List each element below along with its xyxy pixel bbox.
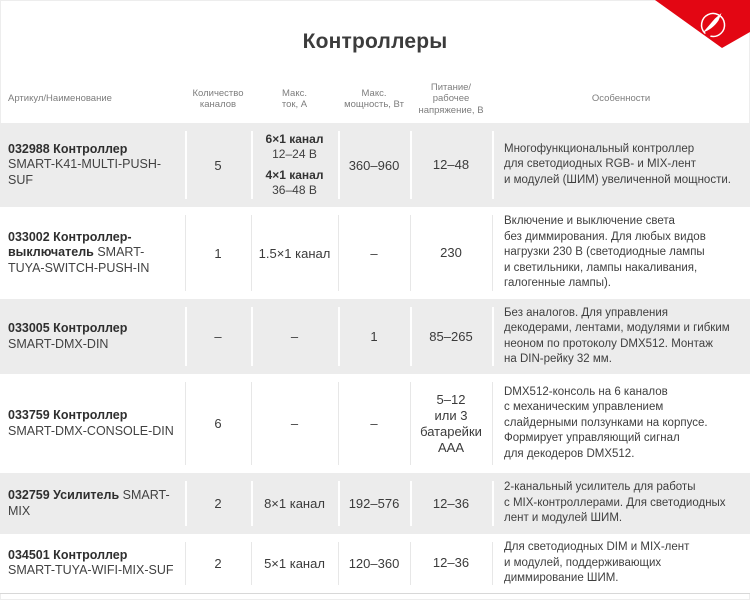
red-triangle [655, 0, 750, 48]
article-number-and-type: 033002 Контроллер-выключатель [8, 229, 132, 260]
article-cell: 032759 Усилитель SMART-MIX [0, 473, 185, 534]
article-number-and-type: 033005 Контроллер [8, 321, 128, 335]
page-title: Контроллеры [302, 30, 448, 53]
article-number-and-type: 034501 Контроллер [8, 547, 128, 562]
article-number-and-type: 033759 Контроллер [8, 408, 128, 422]
features-cell: DMX512-консоль на 6 каналов с механическ… [492, 374, 750, 473]
table-row: 033002 Контроллер-выключатель SMART-TUYA… [0, 207, 750, 299]
power-cell: – [338, 207, 410, 299]
voltage-cell: 85–265 [410, 299, 492, 374]
features-cell: Для светодиодных DIM и MIX-лент и модуле… [492, 534, 750, 593]
column-header-channels: Количество каналов [192, 87, 244, 111]
column-header-power: Макс. мощность, Вт [344, 87, 404, 111]
column-header-features: Особенности [591, 93, 651, 105]
article-number-and-type: 032988 Контроллер [8, 141, 128, 156]
voltage-cell: 230 [410, 207, 492, 299]
current-cell: 8×1 канал [251, 473, 338, 534]
power-cell: 192–576 [338, 473, 410, 534]
current-cell: 6×1 канал 12–24 В 4×1 канал 36–48 В [251, 123, 338, 207]
power-cell: 1 [338, 299, 410, 374]
channels-cell: 2 [185, 473, 251, 534]
table-row: 034501 Контроллер SMART-TUYA-WIFI-MIX-SU… [0, 534, 750, 594]
table-row: 032759 Усилитель SMART-MIX 2 8×1 канал 1… [0, 473, 750, 534]
power-cell: 120–360 [338, 534, 410, 593]
channels-cell: 6 [185, 374, 251, 473]
article-cell: 033002 Контроллер-выключатель SMART-TUYA… [0, 207, 185, 299]
current-cell: – [251, 374, 338, 473]
model-name: SMART-MIX [8, 488, 170, 518]
features-cell: Многофункциональный контроллер для свето… [492, 123, 750, 207]
controllers-table: Артикул/Наименование Количество каналов … [0, 75, 750, 594]
voltage-cell: 5–12 или 3 батарейки AAA [410, 374, 492, 473]
current-cell: – [251, 299, 338, 374]
power-cell: – [338, 374, 410, 473]
power-cell: 360–960 [338, 123, 410, 207]
model-name: SMART-TUYA-WIFI-MIX-SUF [8, 563, 174, 578]
column-header-article: Артикул/Наименование [8, 93, 112, 105]
features-cell: Без аналогов. Для управления декодерами,… [492, 299, 750, 374]
voltage-cell: 12–36 [410, 534, 492, 593]
model-name: SMART-DMX-DIN [8, 336, 109, 351]
voltage-cell: 12–48 [410, 123, 492, 207]
channels-cell: 5 [185, 123, 251, 207]
table-row: 032988 Контроллер SMART-K41-MULTI-PUSH-S… [0, 123, 750, 207]
model-name: SMART-K41-MULTI-PUSH-SUF [8, 157, 162, 187]
channels-cell: – [185, 299, 251, 374]
article-cell: 033005 Контроллер SMART-DMX-DIN [0, 299, 185, 374]
voltage-cell: 12–36 [410, 473, 492, 534]
features-cell: Включение и выключение света без диммиро… [492, 207, 750, 299]
features-cell: 2-канальный усилитель для работы с MIX-к… [492, 473, 750, 534]
brand-corner-flag [655, 0, 750, 48]
article-cell: 032988 Контроллер SMART-K41-MULTI-PUSH-S… [0, 123, 185, 207]
current-cell: 1.5×1 канал [251, 207, 338, 299]
column-header-current: Макс. ток, А [281, 87, 308, 111]
current-cell: 5×1 канал [251, 534, 338, 593]
article-number-and-type: 032759 Усилитель [8, 488, 120, 502]
channels-cell: 1 [185, 207, 251, 299]
table-body: 032988 Контроллер SMART-K41-MULTI-PUSH-S… [0, 123, 750, 594]
table-header-row: Артикул/Наименование Количество каналов … [0, 75, 750, 123]
arlight-swoosh-icon [700, 12, 726, 38]
table-row: 033759 Контроллер SMART-DMX-CONSOLE-DIN … [0, 374, 750, 473]
model-name: SMART-DMX-CONSOLE-DIN [8, 423, 174, 438]
model-name: SMART-TUYA-SWITCH-PUSH-IN [8, 245, 150, 275]
channels-cell: 2 [185, 534, 251, 593]
column-header-voltage: Питание/ рабочее напряжение, В [418, 81, 484, 116]
table-row: 033005 Контроллер SMART-DMX-DIN – – 1 85… [0, 299, 750, 374]
article-cell: 033759 Контроллер SMART-DMX-CONSOLE-DIN [0, 374, 185, 473]
article-cell: 034501 Контроллер SMART-TUYA-WIFI-MIX-SU… [0, 534, 185, 593]
